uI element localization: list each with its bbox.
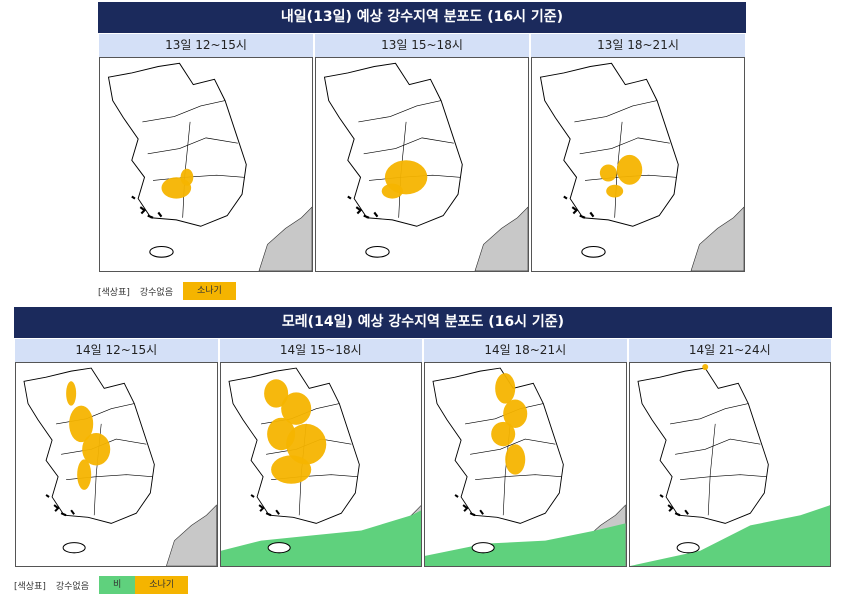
column-header: 14일 18~21시 (424, 339, 627, 362)
column-header: 13일 18~21시 (531, 34, 745, 57)
map-column: 14일 21~24시 (627, 338, 832, 568)
weather-map (424, 362, 627, 567)
rain-area (425, 523, 626, 566)
shower-area (280, 392, 311, 425)
map-row: 14일 12~15시 14일 15~18시 14일 18~21시 14일 21~24시 (14, 338, 832, 568)
section-panel: 내일(13일) 예상 강수지역 분포도 (16시 기준) 13일 12~15시 13… (98, 2, 746, 273)
jeju-island (676, 542, 700, 554)
japan-land (474, 206, 528, 271)
province-lines (669, 403, 766, 516)
shower-area (616, 154, 643, 185)
islands (250, 494, 280, 517)
column-header: 14일 21~24시 (628, 339, 831, 362)
weather-map (99, 57, 313, 272)
map-column: 13일 12~15시 (98, 33, 314, 273)
korea-outline (107, 62, 247, 227)
map-row: 13일 12~15시 13일 15~18시 13일 18~21시 (98, 33, 746, 273)
islands (563, 195, 595, 219)
shower-area (77, 459, 92, 490)
shower-area (701, 364, 708, 371)
shower-area (599, 164, 617, 182)
province-lines (142, 100, 245, 218)
jeju-island (149, 245, 174, 258)
shower-area (491, 421, 516, 447)
jeju-island (581, 245, 606, 258)
province-lines (358, 100, 461, 218)
shower-area (180, 168, 194, 186)
map-column: 14일 12~15시 (14, 338, 219, 568)
shower-area (381, 183, 403, 199)
shower-area (69, 405, 94, 443)
korea-outline (539, 62, 679, 227)
korea-outline (636, 367, 769, 524)
shower-area (263, 379, 288, 408)
jeju-island (365, 245, 390, 258)
legend: [색상표] 강수없음 비 소나기 (14, 576, 189, 594)
shower-area (270, 455, 311, 484)
shower-area (66, 381, 77, 406)
jeju-island (62, 542, 86, 554)
weather-map (628, 362, 831, 567)
korea-outline (323, 62, 463, 227)
rain-area (220, 510, 421, 566)
section-title: 모레(14일) 예상 강수지역 분포도 (16시 기준) (14, 307, 832, 338)
islands (659, 494, 689, 517)
japan-land (166, 504, 217, 566)
islands (454, 494, 484, 517)
weather-map (15, 362, 218, 567)
shower-area (82, 433, 111, 466)
weather-map (531, 57, 745, 272)
map-column: 14일 15~18시 (218, 338, 423, 568)
map-column: 14일 18~21시 (423, 338, 628, 568)
legend-item: 강수없음 (139, 287, 173, 298)
shower-area (606, 184, 624, 198)
shower-area (503, 399, 528, 428)
islands (131, 195, 163, 219)
province-lines (574, 100, 677, 218)
column-header: 14일 15~18시 (219, 339, 422, 362)
islands (45, 494, 75, 517)
shower-area (495, 373, 516, 404)
shower-area (285, 423, 326, 465)
legend-item: 강수없음 (55, 581, 89, 592)
weather-map (315, 57, 529, 272)
legend-label: [색상표] (14, 581, 46, 592)
jeju-island (267, 542, 291, 554)
column-header: 13일 15~18시 (315, 34, 529, 57)
legend-item: 소나기 (135, 576, 189, 594)
islands (347, 195, 379, 219)
shower-area (505, 444, 526, 475)
legend-item: 비 (99, 576, 136, 594)
column-header: 13일 12~15시 (99, 34, 313, 57)
legend-label: [색상표] (98, 287, 130, 298)
section-panel: 모레(14일) 예상 강수지역 분포도 (16시 기준) 14일 12~15시 14… (14, 307, 832, 568)
section-title: 내일(13일) 예상 강수지역 분포도 (16시 기준) (98, 2, 746, 33)
jeju-island (471, 542, 495, 554)
column-header: 14일 12~15시 (15, 339, 218, 362)
japan-land (258, 206, 312, 271)
weather-map (219, 362, 422, 567)
legend: [색상표] 강수없음 소나기 (98, 282, 236, 300)
map-column: 13일 18~21시 (530, 33, 746, 273)
legend-item: 소나기 (183, 282, 236, 300)
map-column: 13일 15~18시 (314, 33, 530, 273)
japan-land (690, 206, 744, 271)
